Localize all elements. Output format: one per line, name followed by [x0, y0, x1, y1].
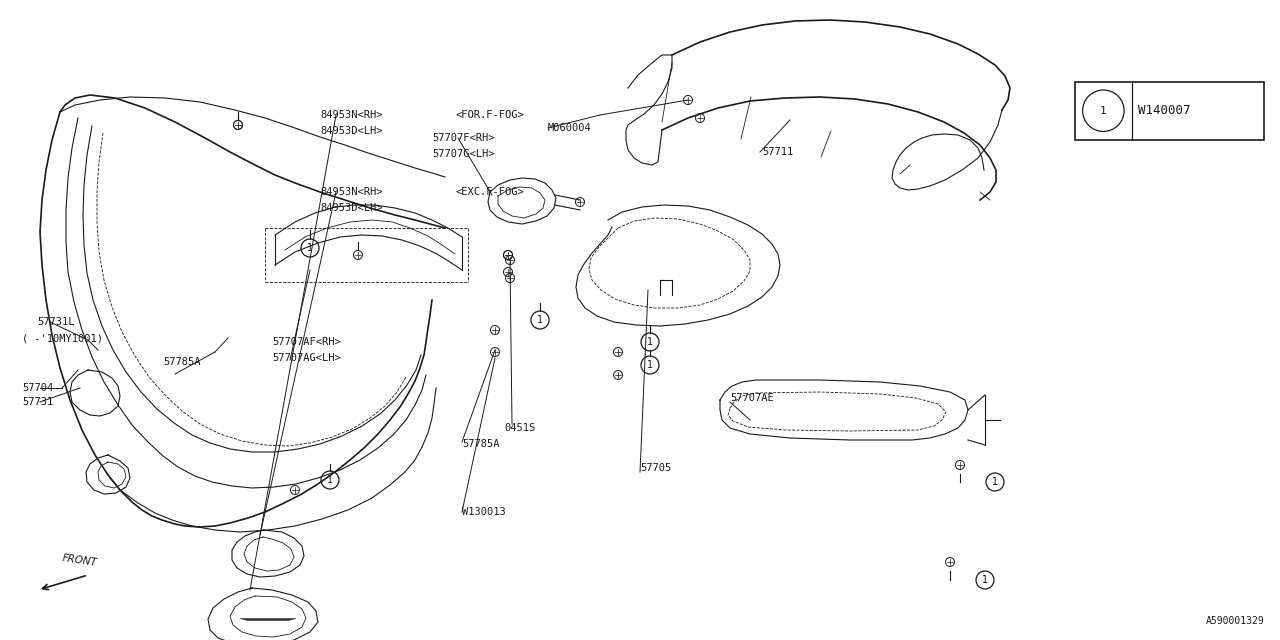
Text: (: ( [22, 333, 28, 343]
Text: 1: 1 [992, 477, 998, 487]
Text: <EXC.F-FOG>: <EXC.F-FOG> [456, 187, 525, 197]
Text: 57711: 57711 [762, 147, 794, 157]
Text: FRONT: FRONT [61, 553, 99, 568]
Text: M060004: M060004 [548, 123, 591, 133]
Text: 1: 1 [646, 337, 653, 347]
Bar [1075, 82, 1265, 140]
Text: 84953D<LH>: 84953D<LH> [320, 126, 383, 136]
Text: 1: 1 [1100, 106, 1107, 116]
Text: 57731L: 57731L [37, 317, 74, 327]
Text: 57785A: 57785A [163, 357, 201, 367]
Text: 57707AE: 57707AE [730, 393, 773, 403]
Text: 57707AF<RH>: 57707AF<RH> [273, 337, 340, 347]
Text: 57704: 57704 [22, 383, 54, 393]
Text: 1: 1 [326, 475, 333, 485]
Text: 1: 1 [982, 575, 988, 585]
Text: 1: 1 [307, 243, 314, 253]
Text: 84953D<LH>: 84953D<LH> [320, 203, 383, 213]
Text: 57707G<LH>: 57707G<LH> [433, 149, 494, 159]
Text: <FOR.F-FOG>: <FOR.F-FOG> [456, 110, 525, 120]
Text: 84953N<RH>: 84953N<RH> [320, 110, 383, 120]
Text: -'10MY1001): -'10MY1001) [28, 333, 102, 343]
Text: W140007: W140007 [1138, 104, 1190, 117]
Text: 1: 1 [646, 360, 653, 370]
Text: 57731: 57731 [22, 397, 54, 407]
Text: A590001329: A590001329 [1206, 616, 1265, 626]
Text: 1: 1 [536, 315, 543, 325]
Text: 0451S: 0451S [504, 423, 535, 433]
Text: 57707F<RH>: 57707F<RH> [433, 133, 494, 143]
Text: 57707AG<LH>: 57707AG<LH> [273, 353, 340, 363]
Text: 57785A: 57785A [462, 439, 499, 449]
Text: 84953N<RH>: 84953N<RH> [320, 187, 383, 197]
Text: W130013: W130013 [462, 507, 506, 517]
Text: 57705: 57705 [640, 463, 671, 473]
